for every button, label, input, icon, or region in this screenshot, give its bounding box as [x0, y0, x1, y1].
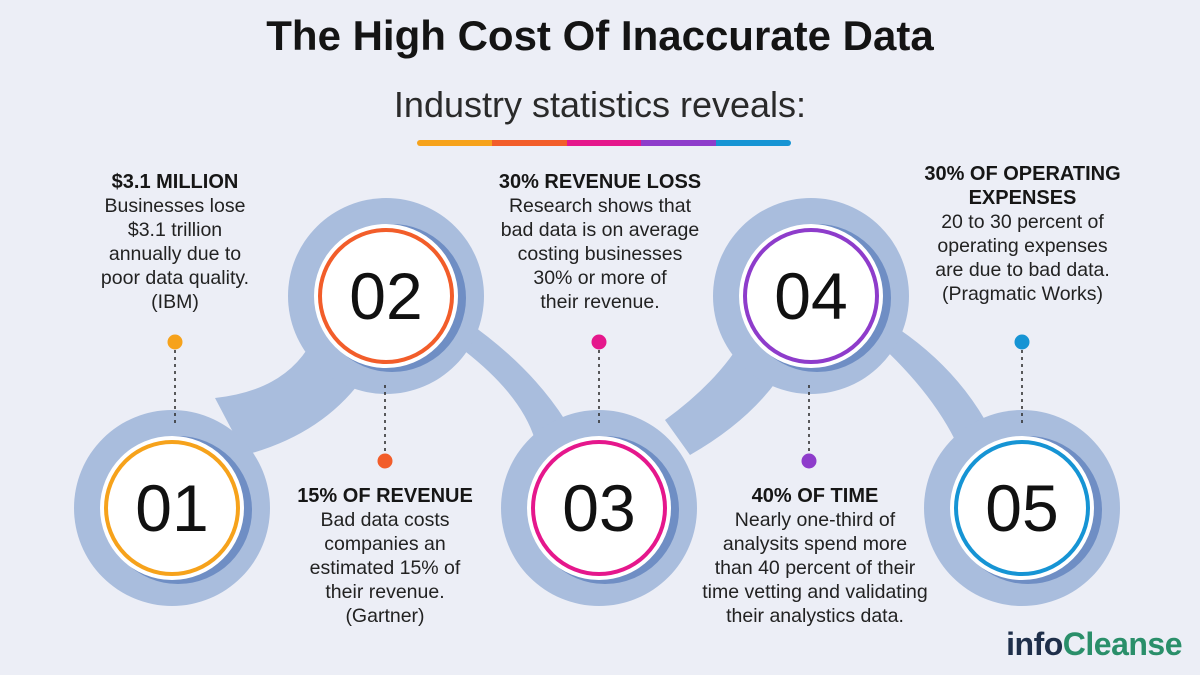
color-divider [417, 140, 791, 146]
logo-part-cleanse: Cleanse [1062, 626, 1183, 662]
divider-segment-red [491, 140, 567, 146]
stat-card-04: 40% OF TIME Nearly one-third of analysit… [680, 484, 950, 628]
leader-dot-01 [167, 334, 183, 350]
leader-dot-02 [377, 453, 393, 469]
stat-heading: 40% OF TIME [751, 485, 879, 507]
divider-segment-orange [417, 140, 492, 146]
stat-heading: 30% OF OPERATING EXPENSES [924, 163, 1121, 209]
logo-part-info: info [1006, 626, 1063, 662]
divider-segment-blue [716, 140, 791, 146]
stat-number-03: 03 [562, 471, 636, 545]
leader-dot-04 [801, 453, 817, 469]
stat-card-03: 30% REVENUE LOSS Research shows that bad… [470, 170, 730, 314]
page-title: The High Cost Of Inaccurate Data [266, 12, 934, 59]
stat-number-04: 04 [774, 259, 848, 333]
stat-number-02: 02 [349, 259, 423, 333]
stat-heading: 30% REVENUE LOSS [498, 171, 702, 193]
circle-04 [713, 198, 909, 394]
stat-description: Nearly one-third of analysits spend more… [702, 509, 928, 627]
circle-05 [924, 410, 1120, 606]
stat-heading: 15% OF REVENUE [297, 485, 473, 507]
stat-heading: $3.1 MILLION [111, 171, 239, 193]
stat-card-02: 15% OF REVENUE Bad data costs companies … [270, 484, 500, 628]
stat-card-05: 30% OF OPERATING EXPENSES 20 to 30 perce… [905, 162, 1140, 306]
circle-01 [74, 410, 270, 606]
divider-segment-pink [566, 140, 642, 146]
divider-segment-purple [641, 140, 717, 146]
leader-dot-03 [591, 334, 607, 350]
band-2-3 [450, 320, 565, 440]
leader-dot-05 [1014, 334, 1030, 350]
page-subtitle: Industry statistics reveals: [393, 84, 807, 125]
stat-description: Businesses lose $3.1 trillion annually d… [100, 195, 250, 313]
band-4-5 [875, 320, 985, 440]
brand-logo: infoCleanse [1006, 626, 1182, 663]
circle-03 [501, 410, 697, 606]
leader-lines [174, 350, 1023, 455]
stat-number-01: 01 [135, 471, 209, 545]
stat-card-01: $3.1 MILLION Businesses lose $3.1 trilli… [70, 170, 280, 314]
stat-number-05: 05 [985, 471, 1059, 545]
stat-description: Research shows that bad data is on avera… [500, 195, 700, 313]
stat-description: Bad data costs companies an estimated 15… [309, 509, 461, 627]
circle-02 [288, 198, 484, 394]
stat-description: 20 to 30 percent of operating expenses a… [935, 211, 1110, 305]
